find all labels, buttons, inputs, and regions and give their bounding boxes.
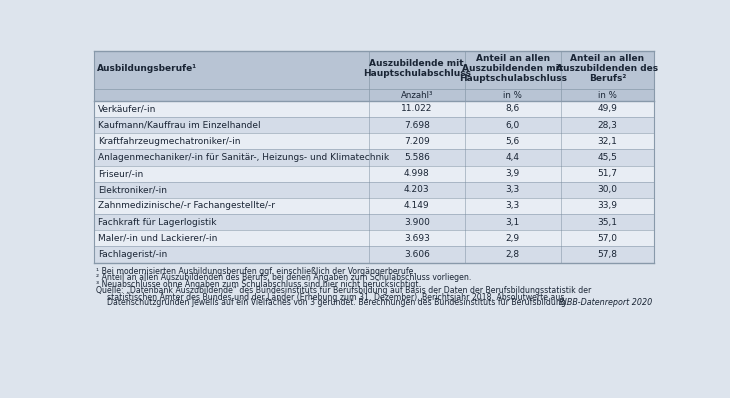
- Text: Anzahl³: Anzahl³: [401, 91, 433, 100]
- Text: 2,8: 2,8: [506, 250, 520, 259]
- Text: 57,8: 57,8: [597, 250, 618, 259]
- Bar: [94, 182, 654, 198]
- Text: 5,6: 5,6: [506, 137, 520, 146]
- Text: 3,1: 3,1: [506, 218, 520, 227]
- Text: 4.998: 4.998: [404, 169, 430, 178]
- Text: Ausbildungsberufe¹: Ausbildungsberufe¹: [97, 64, 198, 73]
- Text: 33,9: 33,9: [597, 201, 618, 211]
- Text: 30,0: 30,0: [597, 185, 618, 194]
- Bar: [94, 230, 654, 246]
- Text: in %: in %: [504, 91, 522, 100]
- Text: Elektroniker/-in: Elektroniker/-in: [99, 185, 167, 194]
- Text: 7.209: 7.209: [404, 137, 430, 146]
- Text: 3.693: 3.693: [404, 234, 430, 243]
- Text: 5.586: 5.586: [404, 153, 430, 162]
- Text: 8,6: 8,6: [506, 105, 520, 113]
- Text: ² Anteil an allen Auszubildenden des Berufs, bei denen Angaben zum Schulabschlus: ² Anteil an allen Auszubildenden des Ber…: [96, 273, 472, 282]
- Text: in %: in %: [598, 91, 617, 100]
- Text: 49,9: 49,9: [597, 105, 618, 113]
- Text: 4,4: 4,4: [506, 153, 520, 162]
- Bar: [94, 51, 654, 101]
- Text: 3,3: 3,3: [506, 201, 520, 211]
- Text: 51,7: 51,7: [597, 169, 618, 178]
- Bar: [94, 133, 654, 149]
- Bar: [94, 166, 654, 182]
- Text: Anteil an allen
Auszubildenden mit
Hauptschulabschluss: Anteil an allen Auszubildenden mit Haupt…: [459, 54, 567, 84]
- Text: ¹ Bei modernisierten Ausbildungsberufen ggf. einschließlich der Vorgängerberufe.: ¹ Bei modernisierten Ausbildungsberufen …: [96, 267, 416, 276]
- Text: 6,0: 6,0: [506, 121, 520, 130]
- Text: 3,9: 3,9: [506, 169, 520, 178]
- Text: 2,9: 2,9: [506, 234, 520, 243]
- Text: 3,3: 3,3: [506, 185, 520, 194]
- Text: 4.149: 4.149: [404, 201, 429, 211]
- Text: 57,0: 57,0: [597, 234, 618, 243]
- Bar: [94, 263, 654, 353]
- Text: 3.606: 3.606: [404, 250, 430, 259]
- Text: Anlagenmechaniker/-in für Sanitär-, Heizungs- und Klimatechnik: Anlagenmechaniker/-in für Sanitär-, Heiz…: [99, 153, 389, 162]
- Bar: [94, 198, 654, 214]
- Bar: [94, 246, 654, 263]
- Text: 45,5: 45,5: [597, 153, 618, 162]
- Text: Verkäufer/-in: Verkäufer/-in: [99, 105, 157, 113]
- Text: 4.203: 4.203: [404, 185, 429, 194]
- Text: Fachlagerist/-in: Fachlagerist/-in: [99, 250, 167, 259]
- Text: 35,1: 35,1: [597, 218, 618, 227]
- Text: ³ Neuabschlüsse ohne Angaben zum Schulabschluss sind hier nicht berücksichtigt.: ³ Neuabschlüsse ohne Angaben zum Schulab…: [96, 279, 421, 289]
- Text: Kraftfahrzeugmechatroniker/-in: Kraftfahrzeugmechatroniker/-in: [99, 137, 241, 146]
- Text: 28,3: 28,3: [597, 121, 618, 130]
- Text: Fachkraft für Lagerlogistik: Fachkraft für Lagerlogistik: [99, 218, 217, 227]
- Bar: [94, 117, 654, 133]
- Text: 7.698: 7.698: [404, 121, 430, 130]
- Text: Maler/-in und Lackierer/-in: Maler/-in und Lackierer/-in: [99, 234, 218, 243]
- Text: 32,1: 32,1: [597, 137, 618, 146]
- Text: Datenschutzgründen jeweils auf ein Vielfaches von 3 gerundet. Berechnungen des B: Datenschutzgründen jeweils auf ein Vielf…: [107, 298, 568, 307]
- Text: Quelle: „Datenbank Auszubildende“ des Bundesinstituts für Berufsbildung auf Basi: Quelle: „Datenbank Auszubildende“ des Bu…: [96, 287, 591, 295]
- Bar: [94, 101, 654, 117]
- Text: 3.900: 3.900: [404, 218, 430, 227]
- Text: Auszubildende mit
Hauptschulabschluss: Auszubildende mit Hauptschulabschluss: [363, 59, 471, 78]
- Bar: [94, 214, 654, 230]
- Text: 11.022: 11.022: [401, 105, 432, 113]
- Text: BIBB-Datenreport 2020: BIBB-Datenreport 2020: [559, 298, 653, 307]
- Text: Friseur/-in: Friseur/-in: [99, 169, 144, 178]
- Text: Anteil an allen
Auszubildenden des
Berufs²: Anteil an allen Auszubildenden des Beruf…: [556, 54, 658, 84]
- Text: statistischen Ämter des Bundes und der Länder (Erhebung zum 31. Dezember), Beric: statistischen Ämter des Bundes und der L…: [107, 292, 564, 302]
- Bar: [94, 149, 654, 166]
- Text: Zahnmedizinische/-r Fachangestellte/-r: Zahnmedizinische/-r Fachangestellte/-r: [99, 201, 275, 211]
- Text: Kaufmann/Kauffrau im Einzelhandel: Kaufmann/Kauffrau im Einzelhandel: [99, 121, 261, 130]
